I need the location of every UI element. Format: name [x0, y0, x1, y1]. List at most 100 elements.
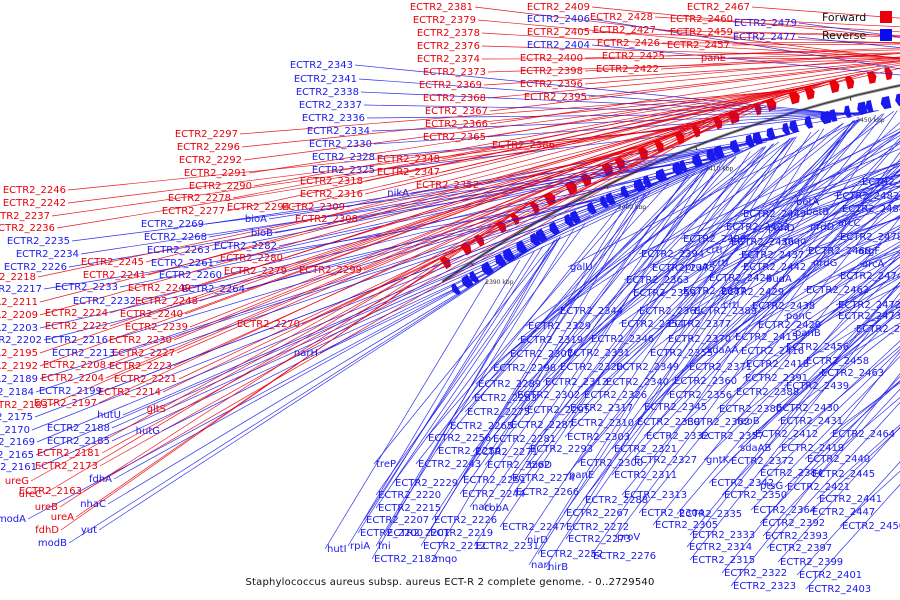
gene-label: ECTR2_2332 [646, 431, 709, 442]
gene-label: ECTR2_2211 [0, 297, 38, 308]
gene-label: ECTR2_2295 [527, 405, 590, 416]
gene-label: modB [38, 538, 67, 549]
gene-leader-line [641, 170, 900, 408]
gene-label: ECTR2_2474 [840, 271, 900, 282]
gene-leader-line [757, 340, 900, 474]
gene-leader-line [241, 88, 803, 148]
gene-label: ECTR2_2335 [679, 509, 742, 520]
gene-label: ECTR2_2464 [832, 429, 895, 440]
gene-label: ECTR2_2195 [0, 348, 38, 359]
gene-label: ECTR2_2288 [585, 495, 648, 506]
gene-leader-line [60, 212, 513, 531]
gene-leader-line [676, 252, 900, 515]
gene-label: panD [768, 223, 795, 234]
gene-leader-line [686, 281, 900, 548]
legend-reverse-label: Reverse [822, 28, 867, 42]
gene-label: ECTR2_2275 [467, 407, 530, 418]
gene-label: ECTR2_2173 [35, 461, 98, 472]
gene-leader-line [477, 19, 900, 59]
gene-leader-line [223, 132, 794, 276]
gene-leader-line [738, 186, 900, 256]
gene-leader-line [147, 114, 722, 276]
gene-label: ECTR2_2243 [418, 459, 481, 470]
reverse-gene-arrow [789, 120, 799, 134]
gene-label: ECTR2_2244 [462, 489, 525, 500]
gene-leader-line [666, 47, 900, 57]
gene-leader-line [109, 160, 713, 341]
gene-label: ECTR2_2287 [511, 420, 574, 431]
gene-leader-line [557, 123, 844, 312]
gene-leader-line [199, 110, 734, 302]
gene-label: mqo [435, 554, 457, 565]
gene-label: ptsG [760, 481, 783, 492]
gene-leader-line [469, 168, 704, 508]
gene-leader-line [783, 254, 900, 317]
gene-label: ureA [51, 512, 74, 523]
gene-label: ECTR2_2302 [517, 390, 580, 401]
gene-leader-line [665, 175, 900, 340]
gene-label: ECTR2_2388 [736, 387, 799, 398]
gene-leader-line [474, 6, 900, 59]
gene-leader-line [638, 131, 900, 255]
gene-leader-line [109, 139, 658, 314]
gene-label: ECTR2_2339 [637, 417, 700, 428]
gene-label: ECTR2_2263 [147, 245, 210, 256]
gene-leader-line [766, 402, 900, 549]
gene-leader-line [499, 151, 751, 528]
gene-label: crtI [706, 245, 722, 256]
gene-label: ECTR2_2247 [502, 522, 565, 533]
gene-label: proV [617, 532, 640, 543]
gene-label: ECTR2_2403 [808, 584, 871, 595]
gene-label: ECTR2_2438 [752, 301, 815, 312]
gene-leader-line [37, 151, 632, 278]
gene-leader-line [357, 251, 535, 534]
gene-leader-line [762, 388, 900, 537]
gene-label: ECTR2_2321 [614, 444, 677, 455]
gene-leader-line [508, 146, 765, 426]
gene-label: narJ [531, 560, 551, 571]
gene-label: ECTR2_2458 [806, 356, 869, 367]
gene-leader-line [660, 53, 900, 70]
gene-leader-line [432, 193, 647, 560]
gene-leader-line [484, 159, 727, 466]
gene-label: ECTR2_2290 [189, 181, 252, 192]
gene-label: cobA [484, 503, 509, 514]
gene-label: ECTR2_2165 [0, 450, 34, 461]
gene-leader-line [671, 195, 900, 382]
gene-label: modA [0, 514, 26, 525]
gene-label: ECTR2_2348 [377, 154, 440, 165]
gene-label: ECTR2_2345 [644, 402, 707, 413]
gene-label: ECTR2_2423 [726, 222, 789, 233]
gene-label: ECTR2_2279 [224, 266, 287, 277]
gene-label: fdhD [35, 525, 59, 536]
gene-leader-line [765, 182, 900, 229]
gene-label: ECTR2_2373 [423, 67, 486, 78]
gene-leader-line [614, 151, 900, 538]
gene-leader-line [638, 190, 900, 514]
gene-label: ECTR2_2311 [614, 470, 677, 481]
gene-leader-line [83, 106, 745, 492]
gene-label: ECTR2_2447 [812, 507, 875, 518]
gene-leader-line [113, 215, 591, 480]
gene-leader-line [35, 173, 682, 393]
gene-label: ECTR2_2184 [0, 387, 34, 398]
gene-label: ECTR2_2185 [47, 436, 110, 447]
gene-leader-line [661, 42, 900, 44]
gene-label: arcC [838, 218, 861, 229]
legend-reverse: Reverse [822, 26, 892, 44]
gene-label: ECTR2_2207 [366, 515, 429, 526]
gene-label: pruA [685, 262, 709, 273]
gene-leader-line [631, 168, 900, 461]
gene-leader-line [810, 228, 900, 264]
gene-leader-line [564, 120, 856, 438]
gene-label: ECTR2_2392 [762, 518, 825, 529]
gene-leader-line [567, 118, 860, 409]
gene-label: ECTR2_2404 [527, 40, 590, 51]
gene-label: ECTR2_2204 [41, 373, 104, 384]
gene-label: ECTR2_2459 [670, 27, 733, 38]
gene-label: ECTR2_2261 [151, 258, 214, 269]
gene-label: ECTR2_2362 [687, 417, 750, 428]
gene-leader-line [591, 6, 900, 38]
gene-label: hutG [136, 426, 160, 437]
gene-leader-line [98, 249, 530, 531]
